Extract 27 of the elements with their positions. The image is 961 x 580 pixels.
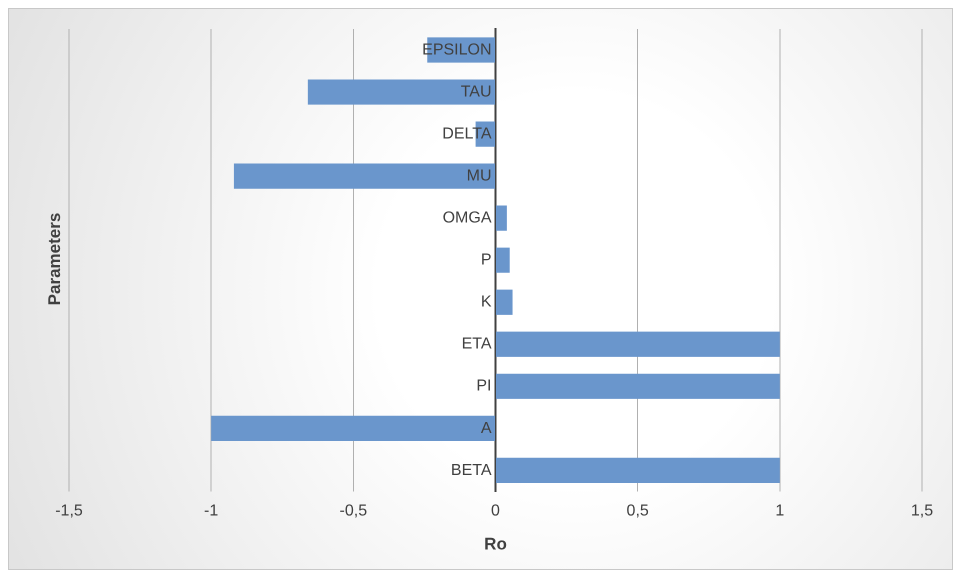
x-axis-title: Ro xyxy=(484,534,507,554)
y-axis-title: Parameters xyxy=(45,212,65,306)
y-tick-label: BETA xyxy=(450,462,492,479)
y-tick-label: OMGA xyxy=(442,210,492,227)
x-tick-label: 0,5 xyxy=(626,502,649,520)
y-tick-label: ETA xyxy=(462,336,492,353)
y-tick-label: PI xyxy=(476,378,492,395)
y-tick-label: K xyxy=(480,294,492,311)
y-tick-label: MU xyxy=(466,168,492,185)
bar xyxy=(211,416,495,441)
y-tick-label: TAU xyxy=(460,83,492,100)
bar xyxy=(496,458,780,483)
x-tick-label: -1,5 xyxy=(55,502,83,520)
bar xyxy=(496,206,507,231)
bar xyxy=(234,164,495,189)
y-tick-label: A xyxy=(480,420,492,437)
x-tick-label: 1,5 xyxy=(910,502,934,520)
x-tick-label: 0 xyxy=(491,502,500,520)
bar xyxy=(496,290,513,315)
x-tick-label: -1 xyxy=(204,502,218,520)
bar xyxy=(496,374,780,399)
x-tick-label: -0,5 xyxy=(340,502,368,520)
x-tick-label: 1 xyxy=(775,502,784,520)
y-tick-label: P xyxy=(480,252,492,269)
bar xyxy=(308,79,495,105)
bar xyxy=(496,332,780,357)
bar xyxy=(496,248,510,273)
